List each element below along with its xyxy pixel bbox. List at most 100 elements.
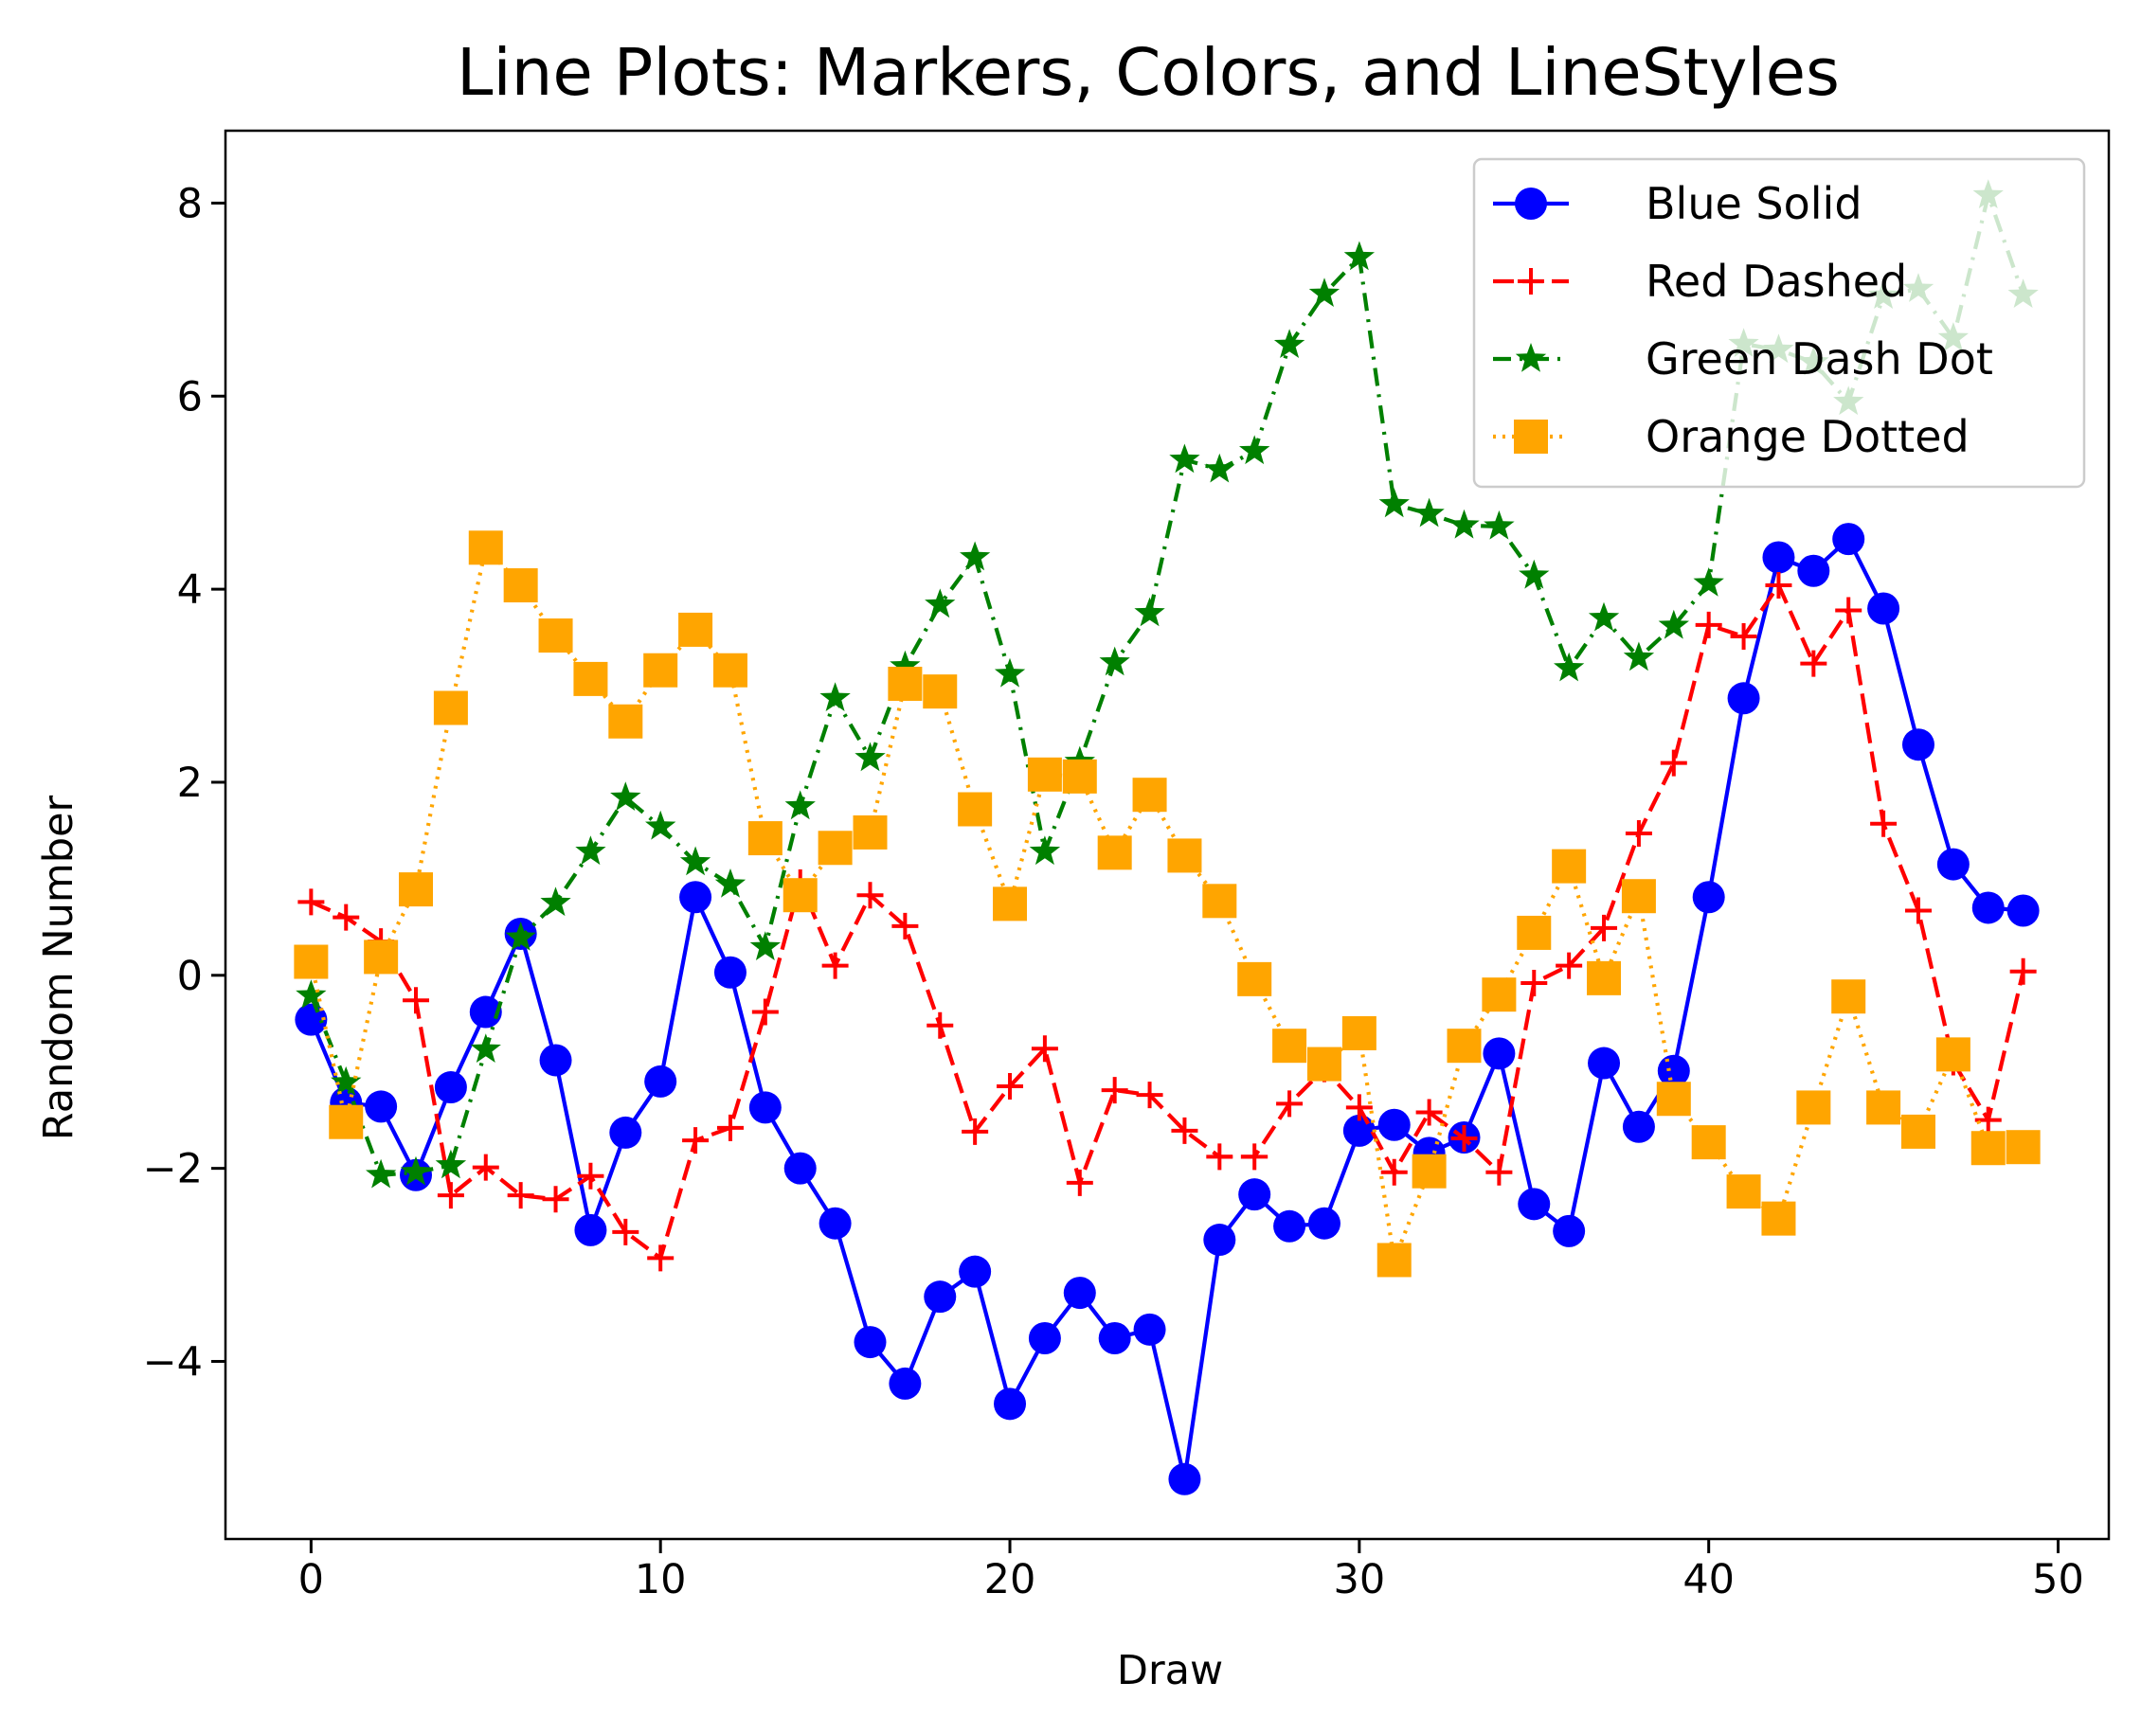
data-point (713, 956, 747, 989)
data-point (1485, 1158, 1513, 1186)
data-point (503, 568, 538, 603)
data-point (540, 886, 571, 917)
data-point (1517, 915, 1552, 950)
data-point (1415, 1099, 1443, 1126)
data-point (1658, 609, 1689, 639)
data-point (679, 881, 712, 914)
data-point (888, 666, 923, 701)
y-tick-label: 6 (177, 373, 203, 421)
data-point (1343, 241, 1375, 271)
data-point (1974, 1106, 2002, 1134)
data-point (1169, 443, 1200, 474)
data-point (609, 1116, 642, 1149)
data-point (1520, 969, 1548, 996)
data-point (1171, 1117, 1198, 1144)
data-point (1133, 1313, 1166, 1346)
data-point (1901, 728, 1934, 761)
data-point (399, 872, 434, 907)
data-point (1621, 879, 1656, 914)
data-point (1483, 1037, 1516, 1070)
y-tick-label: 0 (177, 953, 203, 1000)
data-point (856, 882, 884, 909)
data-point (1168, 1462, 1201, 1495)
data-point (507, 1182, 534, 1209)
data-point (1377, 1108, 1411, 1141)
data-point (573, 661, 608, 696)
data-point (1866, 1090, 1901, 1125)
data-point (643, 653, 678, 688)
data-point (819, 682, 851, 711)
data-point (1726, 1174, 1761, 1209)
y-tick-label: 4 (177, 566, 203, 614)
data-point (1622, 1110, 1655, 1143)
data-point (1867, 592, 1900, 625)
data-point (612, 1218, 639, 1245)
data-point (927, 1011, 954, 1039)
data-point (959, 1255, 992, 1288)
data-point (1167, 838, 1202, 873)
data-point (1693, 567, 1724, 597)
data-point (1447, 1029, 1482, 1064)
data-point (364, 940, 399, 975)
data-point (1553, 1214, 1586, 1247)
data-point (925, 588, 956, 618)
y-tick-label: −4 (143, 1338, 203, 1386)
data-point (712, 653, 747, 688)
data-point (1066, 1169, 1093, 1196)
data-point (294, 944, 329, 979)
data-point (1308, 277, 1340, 307)
data-point (1204, 453, 1235, 483)
data-point (714, 868, 747, 898)
data-point (1134, 597, 1165, 627)
data-point (960, 541, 991, 571)
data-point (1692, 881, 1725, 914)
chart-title: Line Plots: Markers, Colors, and LineSty… (457, 35, 1840, 111)
data-point (1625, 819, 1652, 847)
data-point (1797, 554, 1830, 587)
data-point (1762, 541, 1795, 574)
x-axis-label: Draw (1117, 1647, 1223, 1694)
data-point (1380, 1158, 1408, 1186)
data-point (1904, 897, 1932, 924)
data-point (716, 1114, 744, 1141)
data-point (574, 1213, 607, 1246)
data-point (1450, 1125, 1478, 1153)
data-point (1554, 652, 1585, 682)
data-point (542, 1186, 569, 1213)
data-point (1800, 650, 1827, 677)
data-point (539, 1044, 572, 1077)
data-point (1132, 778, 1167, 813)
plot-area: 0 10 20 30 40 50 −4 −2 0 2 4 6 8 Blue Solid Red Dashed… (143, 129, 2111, 1603)
data-point (747, 821, 783, 856)
data-point (1203, 1224, 1236, 1257)
data-point (1656, 1082, 1691, 1117)
data-point (891, 912, 919, 940)
data-point (1552, 849, 1587, 884)
data-point (1063, 1277, 1096, 1310)
x-tick-label: 50 (2032, 1556, 2084, 1603)
data-point (1238, 1178, 1271, 1211)
data-point (1448, 509, 1480, 539)
data-point (994, 657, 1026, 688)
data-point (924, 1280, 957, 1314)
data-point (1695, 611, 1722, 638)
data-point (470, 1033, 501, 1063)
data-point (647, 1244, 675, 1272)
data-point (1591, 914, 1618, 941)
data-point (505, 922, 536, 951)
data-point (433, 690, 468, 725)
data-point (1413, 497, 1445, 528)
data-point (1587, 960, 1622, 995)
data-point (296, 979, 327, 1009)
data-point (853, 814, 888, 850)
data-point (1936, 848, 1970, 881)
data-point (1970, 1131, 2006, 1166)
data-point (1660, 749, 1687, 777)
data-point (1519, 559, 1550, 589)
data-point (366, 1158, 397, 1189)
data-point (1241, 1143, 1268, 1171)
data-point (2006, 1130, 2041, 1165)
data-point (1870, 810, 1898, 837)
data-point (1272, 1029, 1307, 1064)
data-point (1099, 646, 1130, 676)
